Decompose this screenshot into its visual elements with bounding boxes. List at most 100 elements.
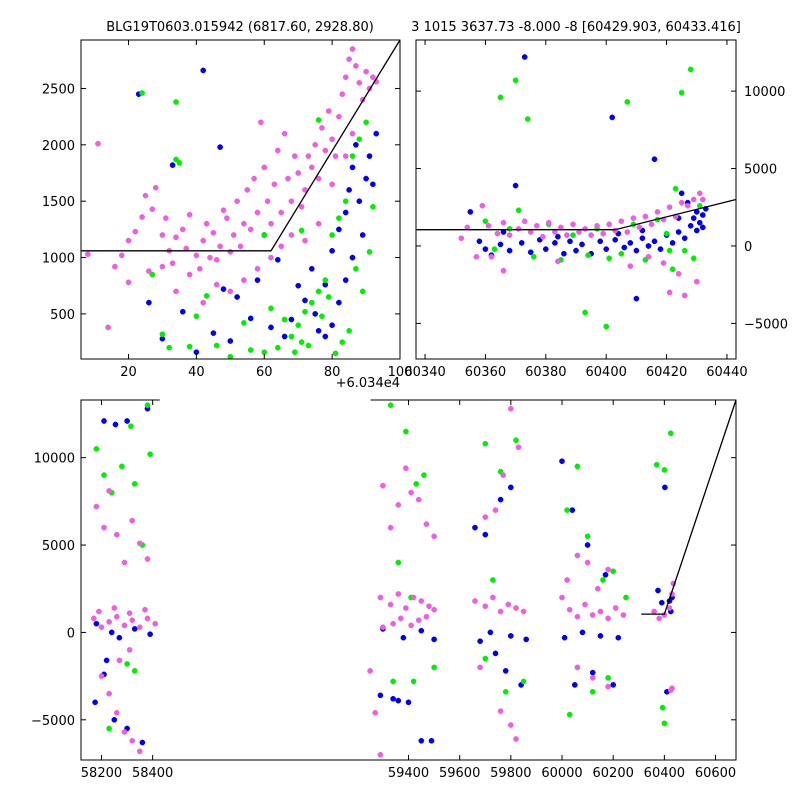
- plot-frame: [80, 39, 401, 360]
- data-point: [92, 699, 98, 706]
- data-point: [497, 608, 504, 615]
- data-point: [426, 603, 432, 610]
- data-point: [693, 278, 700, 285]
- data-point: [349, 46, 356, 52]
- y-tick-label: 500: [50, 308, 75, 323]
- data-point: [472, 598, 478, 604]
- data-point: [152, 620, 159, 627]
- data-point: [312, 141, 319, 148]
- data-point: [520, 678, 527, 685]
- data-point: [254, 209, 261, 216]
- data-point: [642, 213, 649, 220]
- data-point: [329, 181, 335, 188]
- x-tick-label: 58200: [81, 766, 122, 781]
- data-point: [210, 229, 217, 236]
- data-point: [390, 695, 396, 702]
- data-point: [658, 599, 665, 606]
- data-point: [533, 222, 540, 229]
- data-point: [342, 198, 349, 205]
- data-point: [312, 311, 319, 317]
- data-point: [288, 198, 295, 205]
- data-point: [144, 556, 151, 562]
- data-point: [377, 751, 384, 758]
- data-point: [574, 664, 581, 671]
- x-tick-label: 59400: [388, 766, 429, 781]
- data-point: [101, 418, 107, 424]
- data-point: [359, 288, 366, 295]
- data-point: [353, 141, 359, 148]
- data-point: [564, 577, 570, 583]
- data-point: [278, 243, 285, 250]
- plot-frame: [415, 39, 737, 360]
- data-point: [332, 350, 339, 357]
- data-point: [476, 238, 483, 245]
- data-point: [179, 308, 186, 315]
- y-tick-label: −5000: [744, 317, 788, 332]
- data-point: [507, 633, 514, 639]
- data-point: [482, 603, 489, 610]
- data-point: [610, 568, 617, 575]
- data-point: [633, 295, 640, 302]
- fit-line: [81, 39, 401, 252]
- data-point: [627, 263, 634, 269]
- data-point: [295, 170, 302, 176]
- data-point: [559, 458, 565, 465]
- data-point: [112, 263, 118, 270]
- data-point: [589, 612, 596, 618]
- data-point: [315, 175, 322, 182]
- data-point: [203, 220, 210, 227]
- data-point: [363, 68, 369, 75]
- data-point: [507, 484, 514, 491]
- data-point: [666, 204, 673, 211]
- data-point: [505, 601, 512, 608]
- data-point: [342, 74, 349, 81]
- data-point: [366, 153, 373, 159]
- data-point: [570, 232, 576, 238]
- data-point: [132, 228, 139, 235]
- data-point: [356, 136, 363, 143]
- data-point: [655, 587, 661, 594]
- x-tick-label: 60420: [646, 365, 687, 380]
- data-point: [113, 709, 120, 716]
- data-point: [506, 247, 513, 254]
- data-point: [609, 114, 616, 121]
- panel-bottom-axes: 58200 58400 59400 59600 59800 60000 60200 60400…: [31, 399, 737, 781]
- data-point: [482, 531, 489, 538]
- data-point: [482, 655, 489, 662]
- data-point: [512, 77, 519, 84]
- data-point: [131, 668, 138, 674]
- data-point: [661, 467, 668, 473]
- data-point: [693, 227, 700, 234]
- data-point: [162, 215, 169, 221]
- data-point: [146, 299, 152, 306]
- data-point: [119, 463, 125, 470]
- data-point: [298, 339, 305, 345]
- data-point: [274, 344, 281, 351]
- data-point: [373, 130, 380, 137]
- data-point: [322, 333, 329, 340]
- data-point: [113, 531, 120, 538]
- data-point: [492, 507, 499, 513]
- x-tick-label: 59800: [490, 766, 531, 781]
- data-point: [699, 224, 706, 231]
- data-point: [506, 232, 513, 238]
- data-point: [620, 612, 627, 618]
- data-point: [473, 253, 480, 260]
- data-point: [662, 484, 668, 491]
- data-point: [600, 230, 607, 237]
- data-point: [234, 294, 240, 300]
- x-tick-label: 60600: [695, 766, 736, 781]
- data-point: [621, 244, 628, 251]
- data-point: [656, 615, 663, 622]
- data-point: [610, 682, 617, 688]
- data-point: [112, 421, 119, 428]
- data-point: [678, 89, 685, 96]
- data-point: [131, 481, 138, 487]
- data-point: [418, 627, 425, 634]
- data-point: [319, 313, 325, 320]
- data-point: [415, 496, 422, 503]
- data-point: [159, 232, 166, 238]
- y-tick-label: 5000: [42, 539, 75, 554]
- data-point: [521, 54, 528, 60]
- data-point: [121, 559, 128, 566]
